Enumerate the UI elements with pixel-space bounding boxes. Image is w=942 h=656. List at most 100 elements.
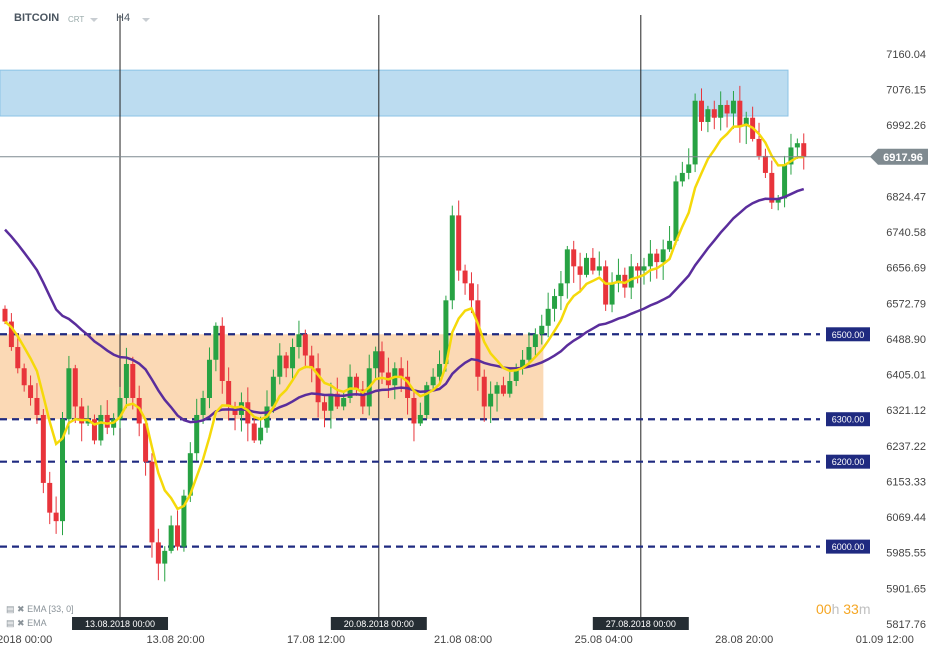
candle-body xyxy=(468,283,474,301)
candle-body xyxy=(500,385,506,394)
candle-body xyxy=(430,376,436,386)
candle-body xyxy=(635,266,641,271)
y-tick-label: 6740.58 xyxy=(886,227,926,239)
candle-body xyxy=(475,300,481,377)
candle-body xyxy=(130,364,136,398)
candle-body xyxy=(692,100,698,165)
candle-body xyxy=(756,138,762,156)
candle-body xyxy=(296,334,302,348)
level-label-bg xyxy=(826,454,870,469)
candle-body xyxy=(315,368,321,403)
candle-body xyxy=(558,283,564,297)
candle-body xyxy=(66,368,72,420)
candle-body xyxy=(673,181,679,241)
week-marker-label: 13.08.2018 00:00 xyxy=(85,619,155,629)
settings-icon[interactable]: ▤ xyxy=(6,604,15,614)
candle-body xyxy=(206,359,212,398)
y-tick-label: 5901.65 xyxy=(886,583,926,595)
candle-body xyxy=(360,389,366,407)
candle-body xyxy=(79,406,85,424)
candle-body xyxy=(283,355,289,369)
candle-body xyxy=(258,427,264,441)
candle-body xyxy=(730,100,736,114)
legend-params: [33, 0] xyxy=(48,604,74,614)
candle-body xyxy=(775,198,781,203)
x-tick-label: 28.08 20:00 xyxy=(715,634,773,646)
x-tick-label: 25.08 04:00 xyxy=(575,634,633,646)
week-marker-label: 27.08.2018 00:00 xyxy=(606,619,676,629)
legend-ema-1[interactable]: ▤ ✖ EMA [33, 0] xyxy=(6,604,74,615)
candle-body xyxy=(449,215,455,301)
candle-body xyxy=(788,147,794,165)
level-label: 6000.00 xyxy=(832,542,865,552)
x-tick-label: 13.08 20:00 xyxy=(146,634,204,646)
candle-body xyxy=(309,355,315,369)
candle-body xyxy=(532,334,538,348)
candle-body xyxy=(245,402,251,424)
week-marker-label: 20.08.2018 00:00 xyxy=(344,619,414,629)
candle-body xyxy=(737,100,743,127)
candle-body xyxy=(628,266,634,288)
candle-body xyxy=(507,380,513,394)
candle-body xyxy=(123,364,129,398)
candle-body xyxy=(481,376,487,407)
candle-body xyxy=(437,364,443,377)
candle-body xyxy=(686,164,692,173)
candle-body xyxy=(724,104,730,114)
week-marker-label-bg xyxy=(592,617,689,630)
settings-icon[interactable]: ▤ xyxy=(6,618,15,628)
candle-body xyxy=(98,414,104,441)
candle-body xyxy=(21,368,27,386)
candle-body xyxy=(290,347,296,369)
candle-body xyxy=(494,385,500,394)
level-label: 6200.00 xyxy=(832,457,865,467)
candle-body xyxy=(417,414,423,424)
candle-body xyxy=(718,104,724,118)
legend-ema-2[interactable]: ▤ ✖ EMA xyxy=(6,618,47,629)
candle-body xyxy=(801,143,807,157)
candle-body xyxy=(322,402,327,411)
y-tick-label: 7076.15 xyxy=(886,85,926,97)
candle-body xyxy=(373,351,379,369)
candle-body xyxy=(379,351,385,373)
candle-body xyxy=(526,347,532,360)
candle-body xyxy=(411,397,417,424)
candle-body xyxy=(226,380,232,407)
timeframe-selector[interactable]: H4 xyxy=(116,12,131,24)
candle-body xyxy=(743,117,749,127)
candle-body xyxy=(782,164,788,199)
ema-fast-line xyxy=(4,123,804,511)
candle-body xyxy=(545,308,551,326)
candle-body xyxy=(641,266,647,271)
source-selector[interactable]: CRT xyxy=(68,15,85,24)
x-tick-label: 17.08 12:00 xyxy=(287,634,345,646)
candle-body xyxy=(328,393,334,411)
x-tick-label: 21.08 08:00 xyxy=(434,634,492,646)
current-price-label: 6917.96 xyxy=(883,152,923,164)
candle-body xyxy=(162,550,168,564)
level-label-bg xyxy=(826,539,870,554)
candle-body xyxy=(513,368,519,381)
candle-body xyxy=(647,253,653,267)
close-icon[interactable]: ✖ xyxy=(17,618,25,628)
level-label: 6500.00 xyxy=(832,330,865,340)
candle-body xyxy=(302,334,308,356)
symbol-title: BITCOIN xyxy=(14,12,60,24)
candle-body xyxy=(711,109,717,118)
y-tick-label: 6488.90 xyxy=(886,334,926,346)
candle-body xyxy=(47,482,53,513)
chevron-down-icon[interactable] xyxy=(142,18,150,22)
close-icon[interactable]: ✖ xyxy=(17,604,25,614)
level-label: 6300.00 xyxy=(832,415,865,425)
candle-body xyxy=(577,266,583,275)
candle-body xyxy=(28,385,34,398)
candle-body xyxy=(583,257,589,275)
ema-slow-line xyxy=(4,187,805,424)
week-marker-label-bg xyxy=(72,617,169,630)
candle-timer: 00h 33m xyxy=(816,601,871,617)
candle-body xyxy=(615,274,621,284)
candle-body xyxy=(667,240,673,250)
chevron-down-icon[interactable] xyxy=(90,18,98,22)
candle-body xyxy=(181,495,187,547)
